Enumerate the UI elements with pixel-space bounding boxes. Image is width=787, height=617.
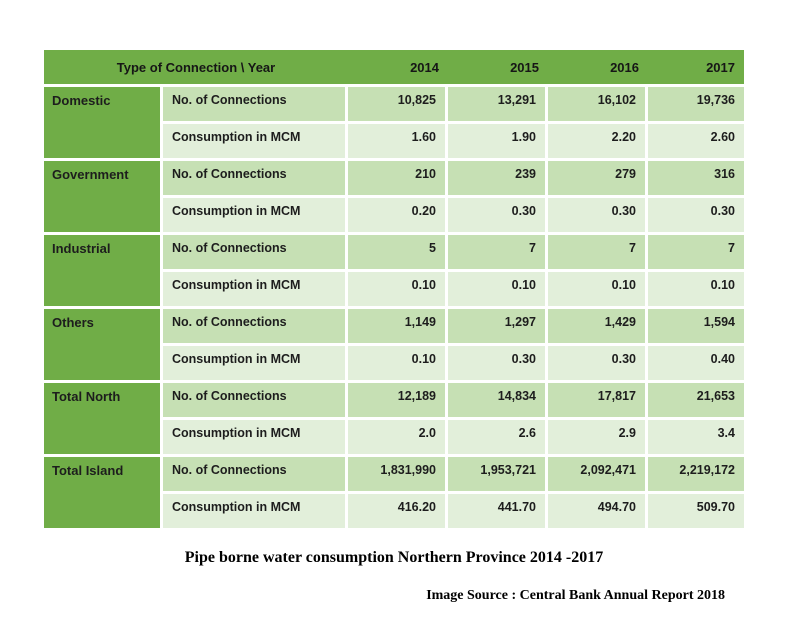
value-cell: 239	[448, 161, 545, 195]
value-cell: 2.0	[348, 420, 445, 454]
value-cell: 2,092,471	[548, 457, 645, 491]
table-caption: Pipe borne water consumption Northern Pr…	[184, 549, 604, 566]
value-cell: 7	[648, 235, 744, 269]
value-cell: 1,297	[448, 309, 545, 343]
value-cell: 441.70	[448, 494, 545, 528]
header-year-2017: 2017	[706, 59, 735, 75]
category-cell: Total North	[44, 383, 160, 454]
value-cell: 416.20	[348, 494, 445, 528]
category-cell: Total Island	[44, 457, 160, 528]
value-cell: 1,429	[548, 309, 645, 343]
value-cell: 0.30	[648, 198, 744, 232]
header-year-2016: 2016	[610, 59, 639, 75]
metric-label-cell: Consumption in MCM	[163, 124, 345, 158]
value-cell: 0.10	[548, 272, 645, 306]
value-cell: 3.4	[648, 420, 744, 454]
metric-label-cell: No. of Connections	[163, 309, 345, 343]
value-cell: 14,834	[448, 383, 545, 417]
value-cell: 7	[548, 235, 645, 269]
value-cell: 2.6	[448, 420, 545, 454]
value-cell: 316	[648, 161, 744, 195]
category-cell: Domestic	[44, 87, 160, 158]
table-header-row: Type of Connection \ Year 2014 2015 2016…	[44, 50, 744, 84]
header-type-of-connection-year: Type of Connection \ Year	[116, 59, 276, 75]
value-cell: 1,953,721	[448, 457, 545, 491]
value-cell: 0.30	[548, 198, 645, 232]
metric-label-cell: Consumption in MCM	[163, 346, 345, 380]
value-cell: 494.70	[548, 494, 645, 528]
metric-label-cell: No. of Connections	[163, 383, 345, 417]
metric-label-cell: No. of Connections	[163, 457, 345, 491]
value-cell: 0.40	[648, 346, 744, 380]
metric-label-cell: Consumption in MCM	[163, 272, 345, 306]
value-cell: 2.9	[548, 420, 645, 454]
value-cell: 19,736	[648, 87, 744, 121]
value-cell: 21,653	[648, 383, 744, 417]
category-cell: Government	[44, 161, 160, 232]
value-cell: 7	[448, 235, 545, 269]
value-cell: 2.20	[548, 124, 645, 158]
value-cell: 0.10	[348, 272, 445, 306]
metric-label-cell: No. of Connections	[163, 87, 345, 121]
category-cell: Industrial	[44, 235, 160, 306]
value-cell: 2,219,172	[648, 457, 744, 491]
value-cell: 1,149	[348, 309, 445, 343]
value-cell: 0.30	[548, 346, 645, 380]
value-cell: 2.60	[648, 124, 744, 158]
value-cell: 0.30	[448, 198, 545, 232]
image-source-credit: Image Source : Central Bank Annual Repor…	[426, 588, 725, 603]
header-year-2014: 2014	[410, 59, 439, 75]
header-year-2015: 2015	[510, 59, 539, 75]
value-cell: 0.10	[648, 272, 744, 306]
water-consumption-table: Type of Connection \ Year 2014 2015 2016…	[44, 50, 744, 528]
value-cell: 509.70	[648, 494, 744, 528]
value-cell: 0.10	[448, 272, 545, 306]
value-cell: 1,594	[648, 309, 744, 343]
value-cell: 1.90	[448, 124, 545, 158]
category-cell: Others	[44, 309, 160, 380]
metric-label-cell: No. of Connections	[163, 161, 345, 195]
metric-label-cell: Consumption in MCM	[163, 198, 345, 232]
value-cell: 16,102	[548, 87, 645, 121]
value-cell: 13,291	[448, 87, 545, 121]
value-cell: 0.10	[348, 346, 445, 380]
value-cell: 210	[348, 161, 445, 195]
metric-label-cell: No. of Connections	[163, 235, 345, 269]
value-cell: 10,825	[348, 87, 445, 121]
value-cell: 12,189	[348, 383, 445, 417]
metric-label-cell: Consumption in MCM	[163, 494, 345, 528]
metric-label-cell: Consumption in MCM	[163, 420, 345, 454]
value-cell: 17,817	[548, 383, 645, 417]
value-cell: 5	[348, 235, 445, 269]
value-cell: 0.30	[448, 346, 545, 380]
value-cell: 1,831,990	[348, 457, 445, 491]
value-cell: 0.20	[348, 198, 445, 232]
value-cell: 279	[548, 161, 645, 195]
value-cell: 1.60	[348, 124, 445, 158]
